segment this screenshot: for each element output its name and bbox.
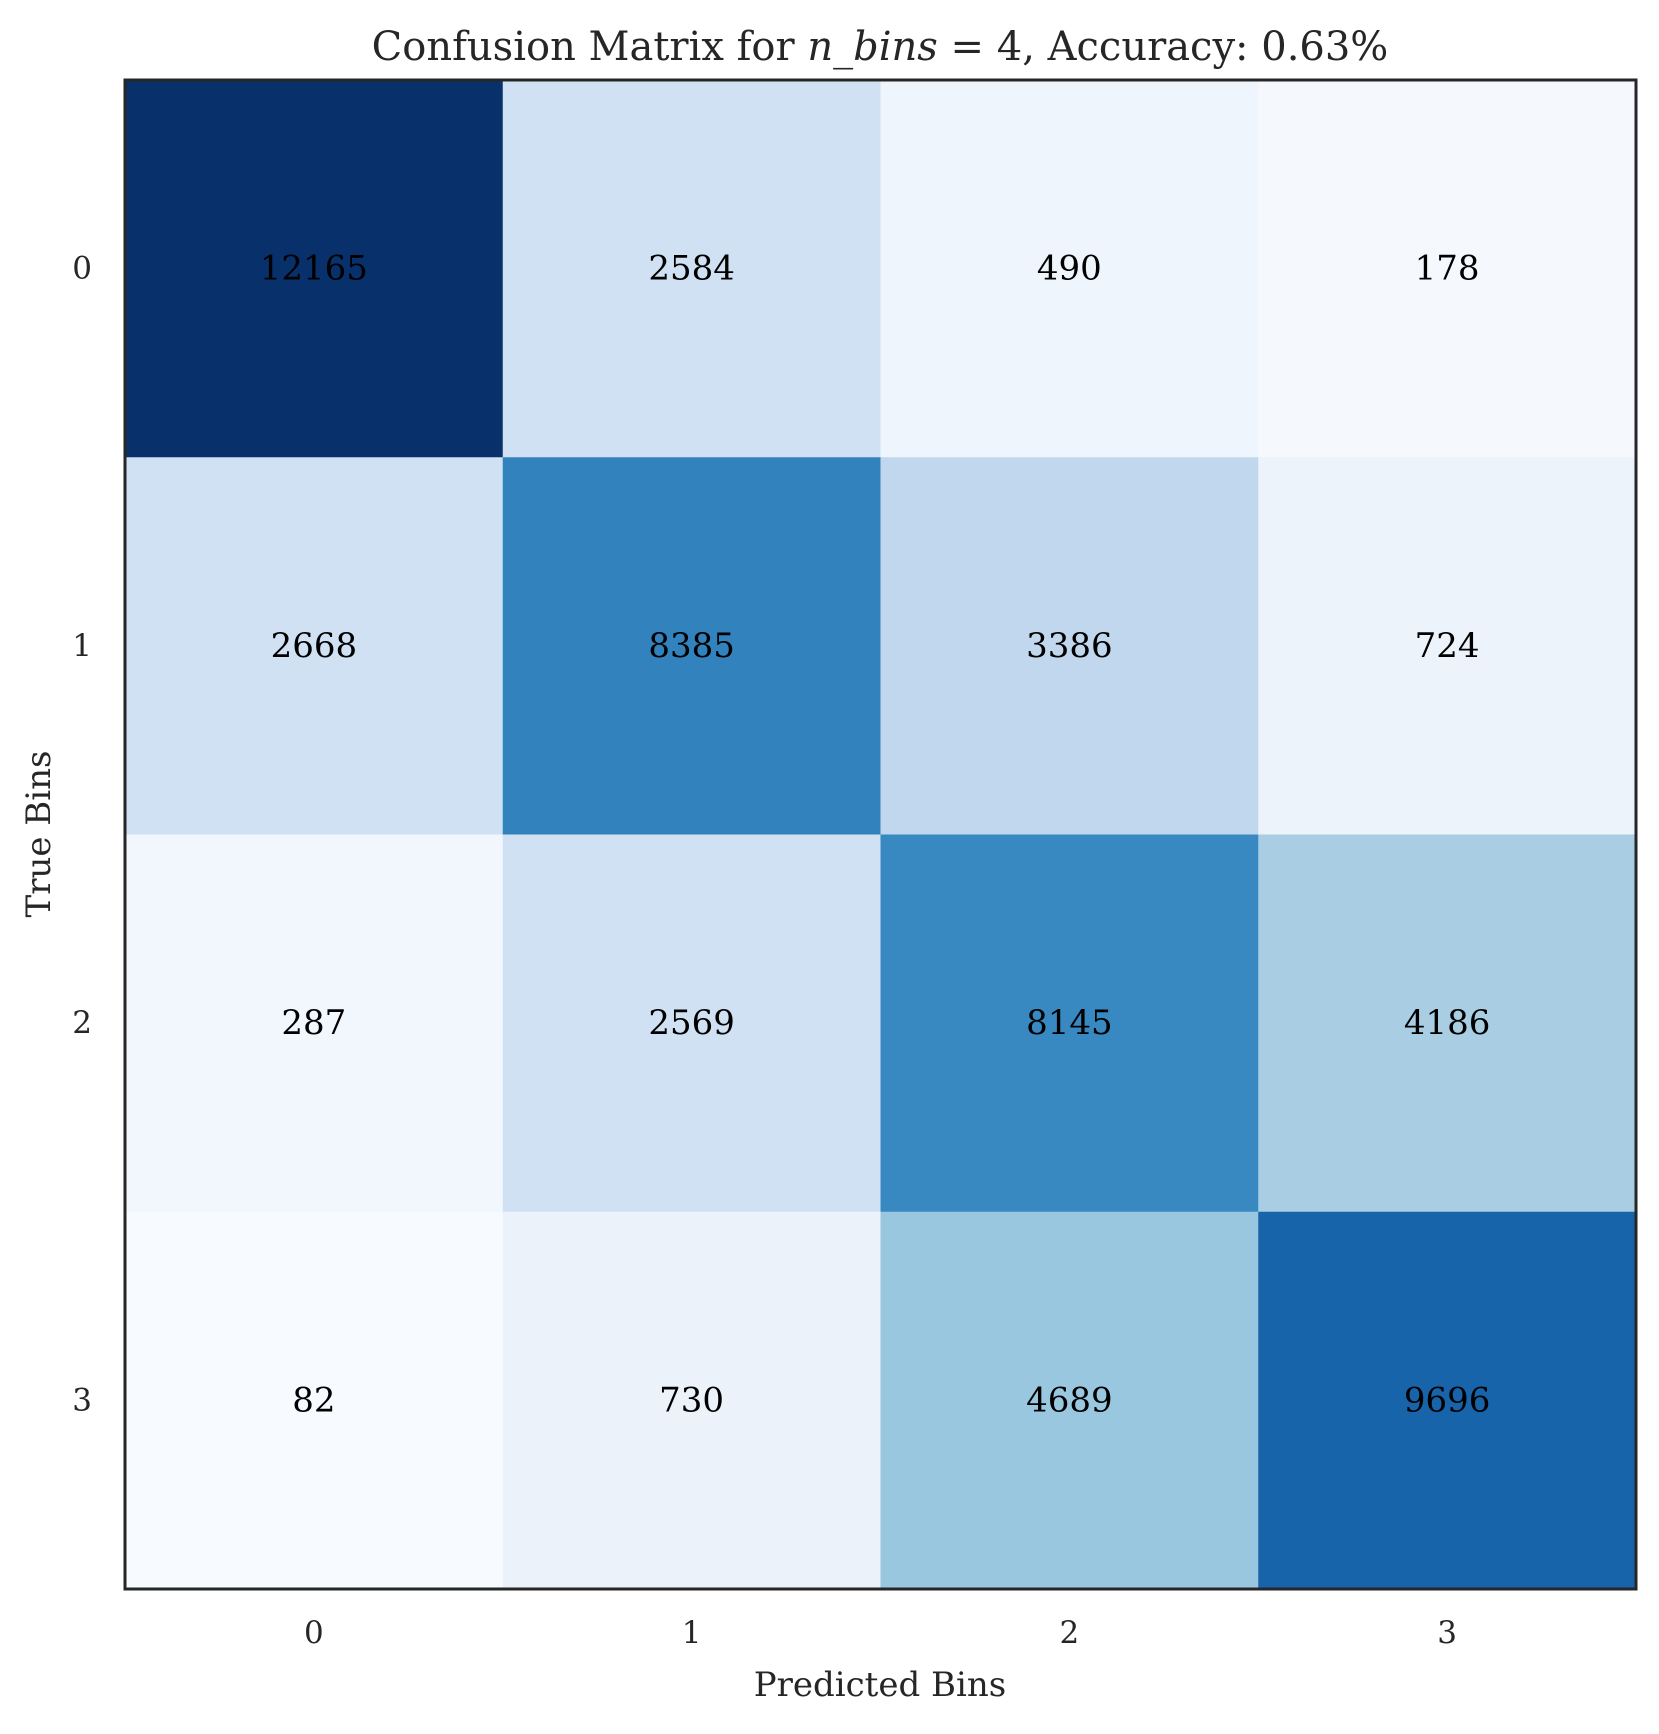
heatmap-cell-2-1 [502,834,881,1213]
cell-value-3-0: 82 [292,1380,335,1420]
cell-value-2-3: 4186 [1404,1003,1491,1043]
heatmap-cell-1-1 [502,457,881,835]
chart-title: Confusion Matrix for n_bins = 4, Accurac… [372,24,1389,70]
heatmap-cell-1-3 [1258,457,1637,835]
heatmap-cell-0-1 [502,80,881,458]
heatmap-cell-2-2 [880,834,1259,1213]
x-tick-label-0: 0 [304,1615,324,1651]
heatmap-cell-3-0 [125,1211,504,1590]
heatmap-cell-1-2 [880,457,1259,835]
cell-value-1-3: 724 [1415,626,1480,666]
heatmap-cell-2-3 [1258,834,1637,1213]
y-tick-label-2: 2 [72,1005,92,1041]
y-tick-label-0: 0 [72,251,92,287]
x-tick-label-2: 2 [1060,1615,1080,1651]
cell-value-3-1: 730 [659,1380,724,1420]
chart-title-prefix: Confusion Matrix for [372,24,808,70]
y-tick-labels: 0 1 2 3 [72,251,92,1419]
heatmap-cell-3-2 [880,1211,1259,1590]
chart-title-math: n_bins [807,24,937,70]
y-tick-label-1: 1 [72,628,92,664]
chart-title-suffix: , Accuracy: 0.63% [1022,24,1388,70]
cell-value-1-2: 3386 [1026,626,1113,666]
cell-value-3-2: 4689 [1026,1380,1113,1420]
plot-frame [123,78,1638,1591]
cell-value-3-3: 9696 [1404,1380,1491,1420]
heatmap-cells [125,80,1637,1590]
cell-value-labels: 12165 2584 490 178 2668 8385 3386 724 287 2569 814… [260,249,1491,1421]
cell-value-2-1: 2569 [648,1003,735,1043]
x-tick-label-1: 1 [682,1615,702,1651]
heatmap-cell-3-1 [502,1211,881,1590]
heatmap-cell-3-3 [1258,1211,1637,1590]
cell-value-0-2: 490 [1037,249,1102,289]
x-axis-label: Predicted Bins [754,1665,1007,1705]
cell-value-2-2: 8145 [1026,1003,1113,1043]
x-tick-labels: 0 1 2 3 [304,1615,1457,1651]
y-axis-label: True Bins [19,751,59,918]
heatmap-cell-0-2 [880,80,1259,458]
heatmap-cell-2-0 [125,834,504,1213]
cell-value-2-0: 287 [281,1003,346,1043]
cell-value-0-3: 178 [1415,249,1480,289]
heatmap-cell-1-0 [125,457,504,835]
cell-value-0-0: 12165 [260,249,368,289]
y-tick-label-3: 3 [72,1382,92,1418]
cell-value-0-1: 2584 [648,249,735,289]
chart-title-math-rest: = 4 [938,24,1022,70]
heatmap-cell-0-3 [1258,80,1637,458]
cell-value-1-1: 8385 [648,626,735,666]
cell-value-1-0: 2668 [271,626,358,666]
heatmap-cell-0-0 [125,80,504,458]
x-tick-label-3: 3 [1437,1615,1457,1651]
